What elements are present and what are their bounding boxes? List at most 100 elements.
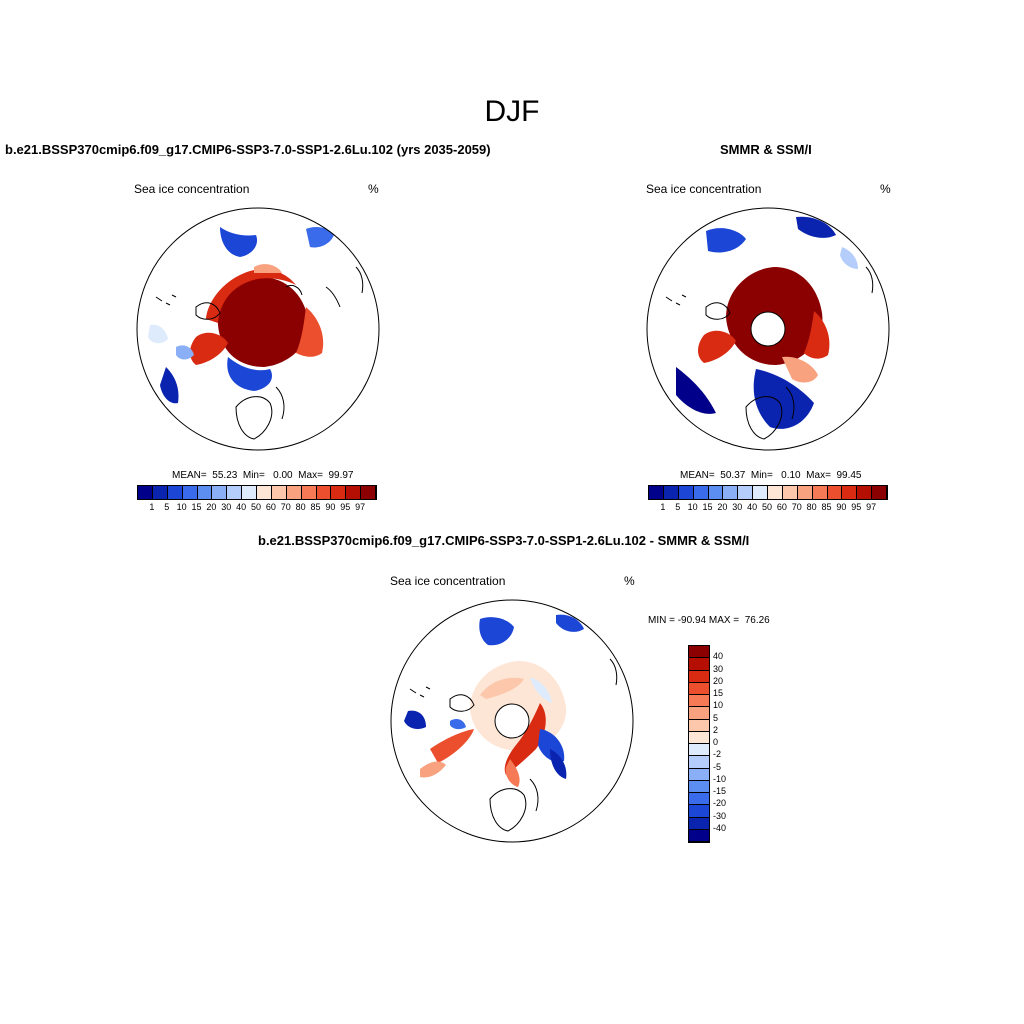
colorbar-segment <box>689 780 709 793</box>
page-title: DJF <box>484 95 540 128</box>
colorbar-tick-label: 95 <box>340 502 351 512</box>
obs-stats: MEAN= 50.37 Min= 0.10 Max= 99.45 <box>680 470 862 481</box>
diff-colorbar-ticks: 40 30 20 15 10 5 2 0 -2 -5 -10 -15 -20 -30 -40 <box>713 645 753 841</box>
colorbar-tick-label: -40 <box>713 822 727 833</box>
diff-panel-title: b.e21.BSSP370cmip6.f09_g17.CMIP6-SSP3-7.… <box>258 533 750 548</box>
colorbar-tick-label: 20 <box>206 502 217 512</box>
colorbar-tick-label: 10 <box>713 700 724 711</box>
colorbar-tick-label: 80 <box>806 502 817 512</box>
colorbar-tick-label: 2 <box>713 724 719 735</box>
colorbar-tick-label: 85 <box>821 502 832 512</box>
colorbar-segment <box>812 486 828 499</box>
colorbar-segment <box>152 486 168 499</box>
colorbar-segment <box>689 744 709 757</box>
diff-polar-map <box>390 599 634 843</box>
model-panel-title: b.e21.BSSP370cmip6.f09_g17.CMIP6-SSP3-7.… <box>5 142 491 157</box>
colorbar-tick-label: -10 <box>713 773 727 784</box>
colorbar-tick-label: 5 <box>713 712 719 723</box>
obs-variable-label: Sea ice concentration <box>646 182 762 196</box>
colorbar-segment <box>663 486 679 499</box>
diff-variable-label: Sea ice concentration <box>390 574 506 588</box>
colorbar-tick-label: -2 <box>713 749 722 760</box>
obs-units-label: % <box>880 182 891 196</box>
colorbar-segment <box>331 486 347 499</box>
colorbar-segment <box>872 486 887 499</box>
colorbar-tick-label: 97 <box>355 502 366 512</box>
colorbar-segment <box>242 486 257 499</box>
colorbar-tick-label: 1 <box>149 502 155 512</box>
colorbar-tick-label: 90 <box>325 502 336 512</box>
colorbar-segment <box>271 486 287 499</box>
colorbar-segment <box>842 486 858 499</box>
colorbar-tick-label: 15 <box>702 502 713 512</box>
model-units-label: % <box>368 182 379 196</box>
colorbar-tick-label: 85 <box>310 502 321 512</box>
colorbar-segment <box>857 486 873 499</box>
colorbar-tick-label: 60 <box>776 502 787 512</box>
model-variable-label: Sea ice concentration <box>134 182 250 196</box>
colorbar-tick-label: 5 <box>675 502 681 512</box>
colorbar-segment <box>197 486 213 499</box>
colorbar-segment <box>167 486 183 499</box>
colorbar-tick-label: 10 <box>687 502 698 512</box>
colorbar-tick-label: 50 <box>761 502 772 512</box>
colorbar-tick-label: 70 <box>791 502 802 512</box>
colorbar-segment <box>689 829 709 842</box>
colorbar-tick-label: 30 <box>221 502 232 512</box>
colorbar-segment <box>753 486 768 499</box>
colorbar-tick-label: 20 <box>713 675 724 686</box>
colorbar-segment <box>689 756 709 769</box>
colorbar-tick-label: 30 <box>732 502 743 512</box>
colorbar-tick-label: 20 <box>717 502 728 512</box>
model-polar-map <box>136 207 380 451</box>
diff-colorbar <box>688 645 710 843</box>
colorbar-segment <box>689 793 709 806</box>
colorbar-segment <box>689 695 709 708</box>
colorbar-tick-label: -30 <box>713 810 727 821</box>
colorbar-segment <box>768 486 783 499</box>
colorbar-tick-label: 15 <box>713 688 724 698</box>
colorbar-segment <box>316 486 332 499</box>
colorbar-tick-label: 40 <box>747 502 758 512</box>
obs-polar-map <box>646 207 890 451</box>
colorbar-segment <box>689 805 709 818</box>
colorbar-segment <box>689 682 709 695</box>
colorbar-tick-label: 50 <box>250 502 261 512</box>
diff-stats: MIN = -90.94 MAX = 76.26 <box>648 615 770 626</box>
colorbar-tick-label: 30 <box>713 663 724 674</box>
obs-colorbar <box>648 485 888 500</box>
colorbar-segment <box>138 486 153 499</box>
colorbar-tick-label: 80 <box>295 502 306 512</box>
colorbar-tick-label: -20 <box>713 798 727 809</box>
colorbar-segment <box>689 768 709 781</box>
colorbar-tick-label: 70 <box>280 502 291 512</box>
model-colorbar-ticks: 1 5 10 15 20 30 40 50 60 70 80 85 90 95 97 <box>137 502 375 514</box>
colorbar-tick-label: 40 <box>713 651 724 662</box>
diff-units-label: % <box>624 574 635 588</box>
colorbar-tick-label: -15 <box>713 786 727 796</box>
colorbar-segment <box>689 731 709 744</box>
colorbar-tick-label: -5 <box>713 761 722 772</box>
colorbar-segment <box>689 719 709 732</box>
colorbar-segment <box>689 817 709 830</box>
colorbar-tick-label: 97 <box>866 502 877 512</box>
colorbar-segment <box>708 486 724 499</box>
colorbar-tick-label: 1 <box>660 502 666 512</box>
colorbar-segment <box>782 486 798 499</box>
obs-panel-title: SMMR & SSM/I <box>720 142 812 157</box>
colorbar-tick-label: 95 <box>851 502 862 512</box>
model-stats: MEAN= 55.23 Min= 0.00 Max= 99.97 <box>172 470 354 481</box>
obs-colorbar-ticks: 1 5 10 15 20 30 40 50 60 70 80 85 90 95 97 <box>648 502 886 514</box>
colorbar-segment <box>827 486 843 499</box>
colorbar-segment <box>689 707 709 720</box>
colorbar-segment <box>738 486 754 499</box>
colorbar-segment <box>693 486 709 499</box>
colorbar-segment <box>227 486 243 499</box>
colorbar-tick-label: 15 <box>191 502 202 512</box>
colorbar-segment <box>361 486 376 499</box>
colorbar-tick-label: 90 <box>836 502 847 512</box>
colorbar-tick-label: 0 <box>713 737 719 747</box>
colorbar-segment <box>797 486 813 499</box>
colorbar-segment <box>689 658 709 671</box>
colorbar-tick-label: 60 <box>265 502 276 512</box>
